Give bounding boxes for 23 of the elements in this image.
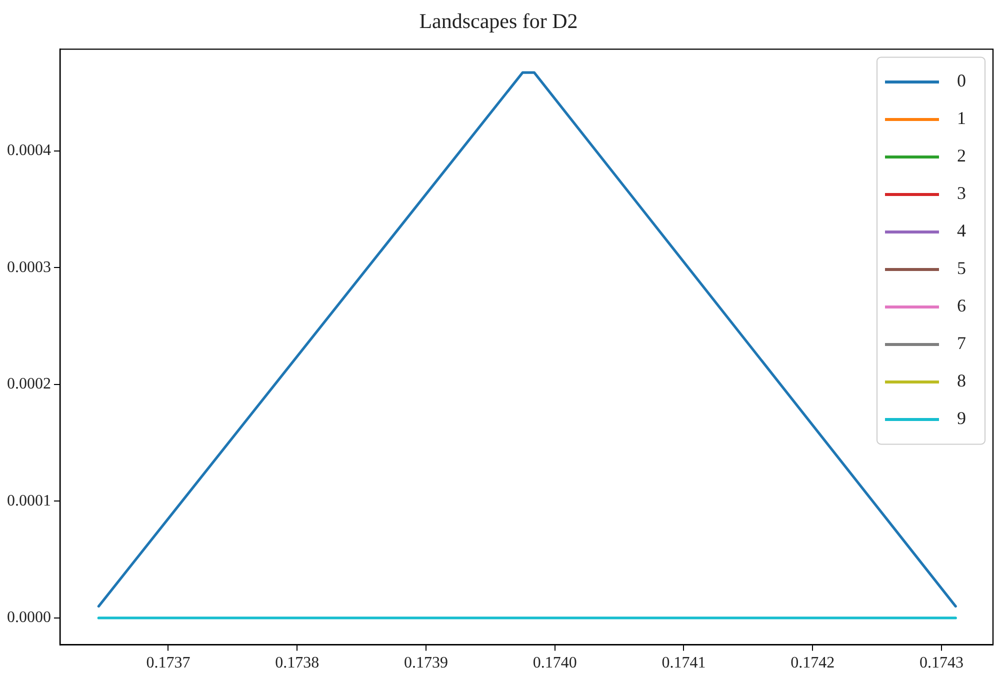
y-tick-label: 0.0001	[7, 492, 51, 510]
x-tick-label: 0.1741	[662, 654, 706, 672]
x-tick-label: 0.1742	[790, 654, 835, 672]
y-tick-label: 0.0003	[7, 258, 51, 276]
legend-label: 3	[957, 183, 966, 204]
x-tick-label: 0.1743	[919, 654, 964, 672]
legend-label: 5	[957, 258, 966, 278]
legend-label: 4	[957, 220, 966, 241]
legend-label: 2	[957, 146, 966, 166]
y-tick-label: 0.0002	[7, 376, 51, 393]
x-tick-label: 0.1737	[146, 654, 190, 672]
legend-label: 8	[957, 370, 966, 391]
legend-label: 6	[957, 296, 966, 316]
chart-title: Landscapes for D2	[419, 9, 578, 34]
x-tick-label: 0.1740	[532, 654, 577, 672]
legend-label: 7	[957, 333, 966, 354]
x-tick-label: 0.1739	[404, 654, 448, 672]
legend-label: 9	[957, 408, 966, 428]
legend-label: 1	[957, 108, 966, 128]
y-tick-label: 0.0004	[7, 142, 51, 160]
x-tick-label: 0.1738	[275, 654, 320, 672]
legend-label: 0	[957, 70, 966, 91]
y-tick-label: 0.0000	[7, 609, 51, 626]
